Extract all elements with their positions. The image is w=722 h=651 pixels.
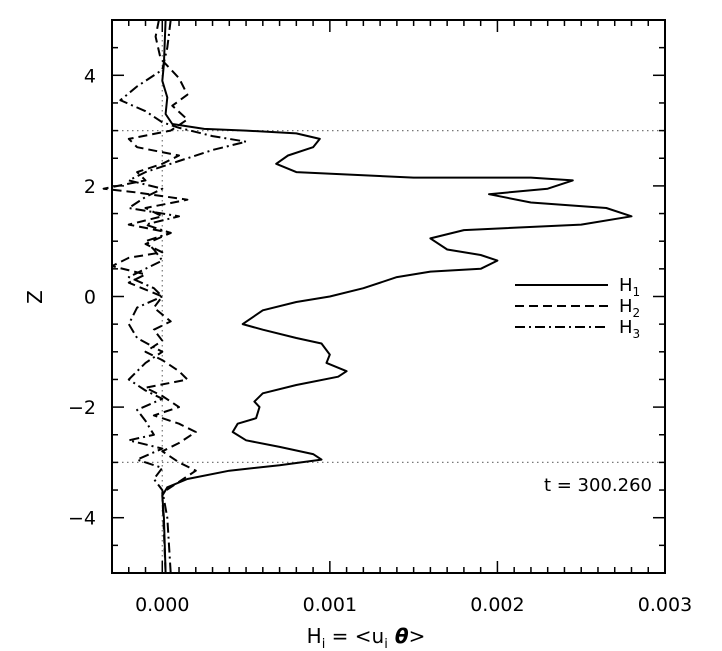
x-axis-title-theta: θ <box>388 624 409 648</box>
x-tick-label: 0.002 <box>470 594 524 616</box>
x-axis-title-main: H <box>307 624 322 648</box>
legend-label-sub: 2 <box>633 306 641 320</box>
x-axis-title-close: > <box>409 624 426 648</box>
x-axis-title-sub2: i <box>384 637 388 651</box>
legend-label-sub: 3 <box>633 327 641 341</box>
series-line-h1 <box>161 19 633 574</box>
legend-label-h2: H2 <box>619 296 640 320</box>
y-tick-label: 4 <box>84 65 96 87</box>
y-tick-label: 0 <box>84 287 96 309</box>
legend-label-main: H <box>619 317 633 338</box>
reference-lines <box>112 20 665 573</box>
legend-label-sub: 1 <box>633 285 641 299</box>
legend-label-main: H <box>619 275 633 296</box>
x-axis-title: Hi = <ui θ> <box>307 624 426 651</box>
x-axis-title-rest: = <u <box>325 624 384 648</box>
legend-label-h1: H1 <box>619 275 640 299</box>
x-tick-label: 0.000 <box>135 594 189 616</box>
legend-label-h3: H3 <box>619 317 640 341</box>
y-tick-label: 2 <box>84 176 96 198</box>
y-axis-title: Z <box>23 290 47 304</box>
series-line-h3 <box>119 19 248 574</box>
legend-label-main: H <box>619 296 633 317</box>
x-axis-title-sub: i <box>322 637 326 651</box>
y-tick-label: −2 <box>68 397 96 419</box>
y-tick-label: −4 <box>68 508 96 530</box>
axis-ticks <box>111 19 666 574</box>
x-tick-label: 0.003 <box>638 594 692 616</box>
tick-labels: 0.000 0.001 0.002 0.003 4 2 0 −2 −4 <box>68 65 692 616</box>
x-tick-label: 0.001 <box>303 594 357 616</box>
time-annotation: t = 300.260 <box>544 475 652 496</box>
